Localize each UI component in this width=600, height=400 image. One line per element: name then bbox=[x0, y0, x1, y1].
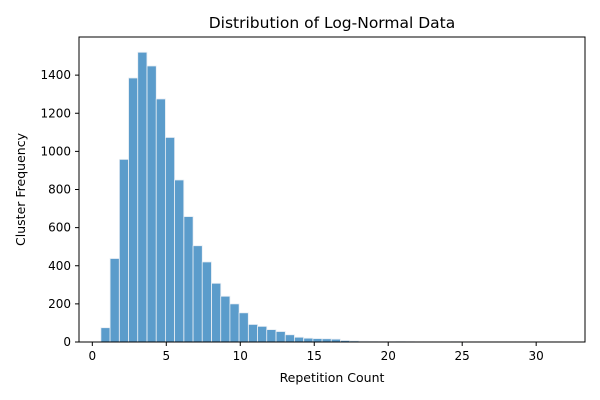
y-tick-label-7: 1400 bbox=[40, 68, 71, 82]
histogram-bar-22 bbox=[303, 337, 314, 343]
histogram-bar-21 bbox=[294, 336, 305, 343]
histogram-bar-14 bbox=[229, 303, 240, 343]
histogram-bar-5 bbox=[146, 65, 157, 343]
y-tick-label-2: 400 bbox=[48, 259, 71, 273]
histogram-bar-19 bbox=[275, 331, 286, 343]
y-tick-label-3: 600 bbox=[48, 221, 71, 235]
x-tick-label-2: 10 bbox=[233, 349, 248, 363]
y-tick-label-0: 0 bbox=[63, 335, 71, 349]
histogram-bar-20 bbox=[284, 334, 295, 343]
histogram-bar-17 bbox=[257, 325, 268, 343]
histogram-bar-8 bbox=[174, 179, 185, 343]
histogram-bar-12 bbox=[211, 282, 222, 343]
histogram-bar-15 bbox=[238, 312, 249, 343]
histogram-bar-4 bbox=[137, 51, 148, 343]
x-tick-label-1: 5 bbox=[162, 349, 170, 363]
histogram-bar-7 bbox=[164, 137, 176, 343]
x-tick-label-4: 20 bbox=[381, 349, 396, 363]
x-axis-label: Repetition Count bbox=[280, 370, 385, 385]
histogram-bar-16 bbox=[248, 324, 259, 343]
y-axis-ticks: 0 200 400 600 800 1000 1200 1400 bbox=[40, 68, 79, 349]
y-tick-label-5: 1000 bbox=[40, 144, 71, 158]
histogram-bar-23 bbox=[312, 338, 323, 343]
y-tick-label-1: 200 bbox=[48, 297, 71, 311]
histogram-bar-18 bbox=[266, 329, 277, 343]
x-tick-label-3: 15 bbox=[307, 349, 322, 363]
y-axis-label: Cluster Frequency bbox=[13, 132, 28, 246]
y-tick-label-6: 1200 bbox=[40, 106, 71, 120]
x-axis-ticks: 0 5 10 15 20 25 30 bbox=[88, 342, 544, 363]
x-tick-label-0: 0 bbox=[88, 349, 96, 363]
histogram-bar-6 bbox=[155, 98, 166, 343]
histogram-bar-2 bbox=[118, 158, 129, 343]
y-tick-label-4: 800 bbox=[48, 183, 71, 197]
histogram-bar-13 bbox=[220, 295, 231, 343]
x-tick-label-5: 25 bbox=[455, 349, 470, 363]
chart-title: Distribution of Log-Normal Data bbox=[209, 14, 456, 32]
histogram-bar-3 bbox=[128, 77, 139, 343]
histogram-bar-9 bbox=[183, 216, 194, 343]
histogram-bar-1 bbox=[109, 258, 120, 343]
histogram-bar-10 bbox=[192, 245, 203, 343]
histogram-bar-11 bbox=[201, 261, 212, 343]
x-tick-label-6: 30 bbox=[529, 349, 544, 363]
histogram-bar-0 bbox=[100, 327, 111, 343]
